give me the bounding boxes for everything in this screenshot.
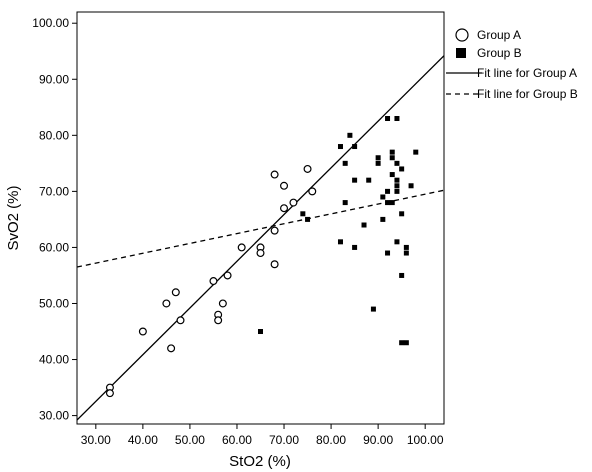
group-b-point: [370, 306, 376, 312]
group-b-point: [394, 160, 400, 166]
group-a-point: [162, 299, 171, 308]
group-a-point: [167, 344, 176, 353]
group-a-point: [209, 277, 218, 286]
y-tick-label: 70.00: [39, 184, 69, 198]
group-b-point: [403, 340, 409, 346]
group-a-point: [218, 299, 227, 308]
legend-label-fit-a: Fit line for Group A: [477, 66, 577, 80]
x-tick-label: 30.00: [81, 433, 111, 447]
group-b-point: [385, 250, 391, 256]
group-b-point: [389, 155, 395, 161]
y-tick-label: 80.00: [39, 128, 69, 142]
legend-label-group-b: Group B: [477, 46, 522, 60]
group-b-point: [385, 200, 391, 206]
x-tick-label: 90.00: [363, 433, 393, 447]
x-axis-title: StO2 (%): [229, 453, 291, 470]
group-a-point: [270, 226, 279, 235]
group-b-point: [394, 183, 400, 189]
group-b-point: [408, 183, 414, 189]
group-b-point: [385, 116, 391, 122]
group-a-point: [303, 164, 312, 173]
y-tick-label: 30.00: [39, 409, 69, 423]
group-b-point: [380, 194, 386, 200]
group-a-point: [270, 170, 279, 179]
group-b-point: [389, 149, 395, 155]
group-a-point: [138, 327, 147, 336]
y-axis-title: SvO2 (%): [5, 185, 22, 250]
group-b-point: [352, 177, 358, 183]
group-a-point: [280, 181, 289, 190]
group-a-point: [237, 243, 246, 252]
group-a-point: [105, 389, 114, 398]
group-b-point: [394, 177, 400, 183]
legend-group-a-marker: [455, 28, 469, 42]
group-b-point: [399, 272, 405, 278]
group-b-point: [389, 172, 395, 178]
group-a-point: [223, 271, 232, 280]
group-a-point: [214, 316, 223, 325]
group-b-point: [361, 222, 367, 228]
group-b-point: [413, 149, 419, 155]
x-tick-label: 70.00: [269, 433, 299, 447]
group-b-point: [258, 329, 263, 335]
group-a-point: [256, 249, 265, 258]
group-b-point: [375, 155, 381, 161]
legend: Group A Group B Fit line for Group A Fit li…: [446, 28, 578, 101]
y-tick-label: 50.00: [39, 296, 69, 310]
x-tick-label: 40.00: [128, 433, 158, 447]
x-tick-label: 100.00: [407, 433, 444, 447]
group-a-point: [171, 288, 180, 297]
group-b-point: [389, 200, 395, 206]
group-b-point: [300, 211, 306, 217]
group-b-point: [375, 160, 381, 166]
plot-frame: [76, 11, 445, 425]
y-tick-label: 100.00: [32, 16, 69, 30]
group-b-point: [394, 239, 400, 245]
group-a-point: [289, 198, 298, 207]
x-tick-label: 80.00: [316, 433, 346, 447]
x-tick-label: 60.00: [222, 433, 252, 447]
fit-line-group-a: [77, 55, 444, 421]
group-b-point: [399, 166, 405, 172]
y-tick-label: 40.00: [39, 353, 69, 367]
group-b-point: [385, 188, 391, 194]
y-tick-label: 90.00: [39, 72, 69, 86]
group-b-point: [305, 216, 311, 222]
legend-label-group-a: Group A: [477, 28, 521, 42]
group-a-point: [270, 260, 279, 269]
group-b-point: [342, 160, 348, 166]
group-b-point: [337, 239, 343, 245]
x-tick-label: 50.00: [175, 433, 205, 447]
group-b-point: [366, 177, 372, 183]
group-b-point: [394, 188, 400, 194]
group-b-point: [337, 144, 343, 150]
group-b-point: [380, 216, 386, 222]
group-a-point: [280, 204, 289, 213]
group-b-point: [394, 116, 400, 122]
group-b-point: [352, 244, 358, 250]
group-b-point: [352, 144, 358, 150]
legend-group-b-marker: [456, 48, 466, 58]
group-b-point: [403, 250, 409, 256]
y-tick-label: 60.00: [39, 240, 69, 254]
group-b-point: [347, 132, 353, 138]
group-b-point: [403, 244, 409, 250]
group-b-point: [342, 200, 348, 206]
group-b-point: [399, 340, 405, 346]
group-a-point: [176, 316, 185, 325]
group-a-point: [308, 187, 317, 196]
legend-label-fit-b: Fit line for Group B: [477, 87, 578, 101]
group-b-point: [399, 211, 405, 217]
